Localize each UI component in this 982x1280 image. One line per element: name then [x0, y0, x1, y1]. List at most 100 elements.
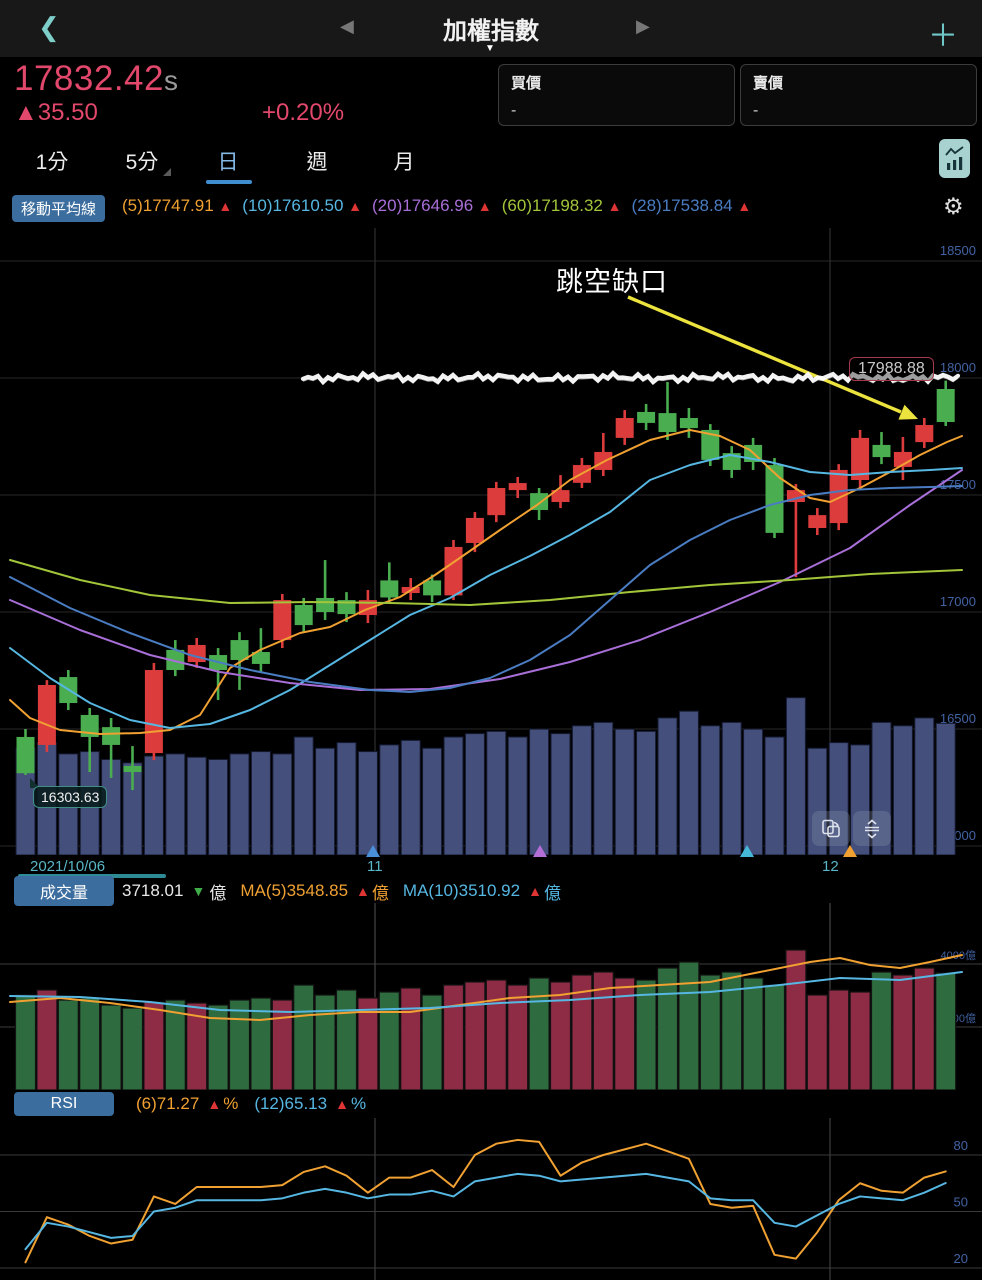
- prev-symbol-icon[interactable]: ◀: [340, 16, 354, 36]
- tab-day[interactable]: 日: [217, 151, 239, 174]
- ask-price-box[interactable]: 賣價 -: [740, 64, 977, 126]
- ma28-value: (28)17538.84 ▲: [631, 196, 752, 215]
- event-marker-icon[interactable]: [740, 845, 754, 857]
- volume-bar: [143, 1001, 165, 1090]
- volume-bar: [228, 999, 251, 1090]
- top-navigation-bar: ❮ ◀ 加權指數 ▶ ＋ ▼: [0, 0, 982, 57]
- candle-body: [551, 490, 570, 503]
- up-triangle-icon: ▲: [348, 198, 363, 214]
- time-axis[interactable]: 2021/10/06 11 12: [0, 845, 982, 878]
- candle-body: [144, 670, 163, 754]
- candle-body: [187, 644, 206, 663]
- ma-badge[interactable]: 移動平均線: [12, 195, 106, 222]
- volume-overlay-bar: [443, 736, 464, 855]
- chart-type-icon: [944, 145, 964, 170]
- candle-body: [230, 640, 249, 660]
- price-axis-tick: 17500: [940, 477, 976, 492]
- volume-ma-layer: [9, 954, 963, 1021]
- rsi-chart[interactable]: 80 50 20: [0, 1118, 982, 1280]
- volume-ma-vma10: [9, 971, 963, 1013]
- add-symbol-icon[interactable]: ＋: [928, 20, 958, 53]
- rsi6-unit: %: [223, 1094, 239, 1113]
- gap-annotation-layer: [627, 295, 918, 420]
- event-marker-icon[interactable]: [366, 845, 380, 857]
- rsi12-unit: %: [350, 1094, 367, 1113]
- volume-overlay-bar: [315, 747, 336, 855]
- price-axis-tick: 16500: [940, 711, 976, 726]
- volume-bar: [742, 977, 764, 1090]
- ma5-value: (5)17747.91 ▲: [122, 196, 233, 215]
- volume-bar: [335, 989, 358, 1090]
- tab-week[interactable]: 週: [306, 151, 328, 174]
- volume-badge[interactable]: 成交量: [14, 876, 114, 906]
- volume-overlay-bar: [614, 728, 635, 855]
- candle-body: [722, 453, 741, 470]
- volume-bar: [571, 974, 593, 1090]
- volume-overlay-bar: [186, 756, 207, 855]
- candle-body: [508, 483, 527, 491]
- candle-body: [37, 685, 56, 745]
- candle-body: [123, 765, 142, 773]
- volume-bar: [614, 977, 636, 1090]
- gear-icon[interactable]: ⚙: [943, 193, 964, 219]
- ma-line-ma60: [9, 559, 963, 606]
- bid-price-box[interactable]: 買價 -: [498, 64, 735, 126]
- up-triangle-icon: ▲: [218, 198, 233, 214]
- title-caret-icon[interactable]: ▼: [485, 43, 495, 54]
- volume-bar: [849, 991, 871, 1090]
- bid-value: -: [511, 102, 517, 119]
- price-change-percent: +0.20%: [262, 99, 345, 126]
- last-price: 17832.42: [14, 59, 164, 98]
- rotate-screen-button[interactable]: [812, 811, 850, 846]
- volume-bar: [164, 999, 186, 1090]
- x-label-month-12: 12: [822, 858, 839, 875]
- tab-5min[interactable]: 5分: [125, 151, 159, 174]
- volume-bar: [935, 972, 957, 1090]
- volume-overlay-bar: [871, 721, 892, 855]
- candle-body: [102, 727, 121, 745]
- hand-drawn-resistance-line-texture: [302, 374, 959, 386]
- tab-5min-dropdown-icon: [163, 168, 171, 176]
- volume-bar: [678, 961, 700, 1090]
- next-symbol-icon[interactable]: ▶: [636, 16, 650, 36]
- candle-body: [337, 600, 356, 615]
- event-marker-icon[interactable]: [843, 845, 857, 857]
- candle-body: [166, 649, 185, 671]
- ma10-value: (10)17610.50 ▲: [242, 196, 363, 215]
- hand-drawn-resistance-line: [300, 370, 961, 385]
- price-change: ▲35.50: [14, 99, 98, 126]
- volume-bar: [357, 997, 379, 1090]
- volume-bar: [464, 981, 486, 1090]
- volume-overlay-bar: [700, 725, 721, 855]
- volume-bar: [635, 979, 657, 1090]
- rsi6-value: (6)71.27: [136, 1094, 200, 1113]
- back-icon[interactable]: ❮: [38, 12, 60, 42]
- volume-bar: [892, 974, 914, 1090]
- chart-type-button[interactable]: [939, 139, 970, 178]
- volume-bar: [79, 997, 101, 1090]
- volume-bar: [378, 991, 400, 1090]
- volume-bar: [763, 984, 786, 1090]
- volume-overlay-bar: [486, 730, 507, 855]
- candle-body: [658, 413, 677, 433]
- rsi-line-rsi12: [24, 1172, 947, 1251]
- event-marker-icon[interactable]: [533, 845, 547, 857]
- ask-value: -: [753, 102, 759, 119]
- expand-pane-button[interactable]: [853, 811, 891, 846]
- volume-overlay-bar: [935, 722, 956, 855]
- candle-body: [637, 411, 656, 423]
- volume-overlay-bar: [764, 736, 785, 855]
- candle-body: [701, 429, 720, 460]
- ma60-value: (60)17198.32 ▲: [501, 196, 622, 215]
- rsi-badge[interactable]: RSI: [14, 1092, 114, 1116]
- tab-1min[interactable]: 1分: [35, 151, 69, 174]
- up-triangle-icon: ▲: [528, 883, 542, 899]
- volume-overlay-bar: [529, 728, 550, 855]
- volume-ma-vma5: [9, 954, 963, 1021]
- volume-bar: [828, 989, 850, 1090]
- candle-body: [465, 517, 484, 543]
- tab-month[interactable]: 月: [393, 151, 415, 174]
